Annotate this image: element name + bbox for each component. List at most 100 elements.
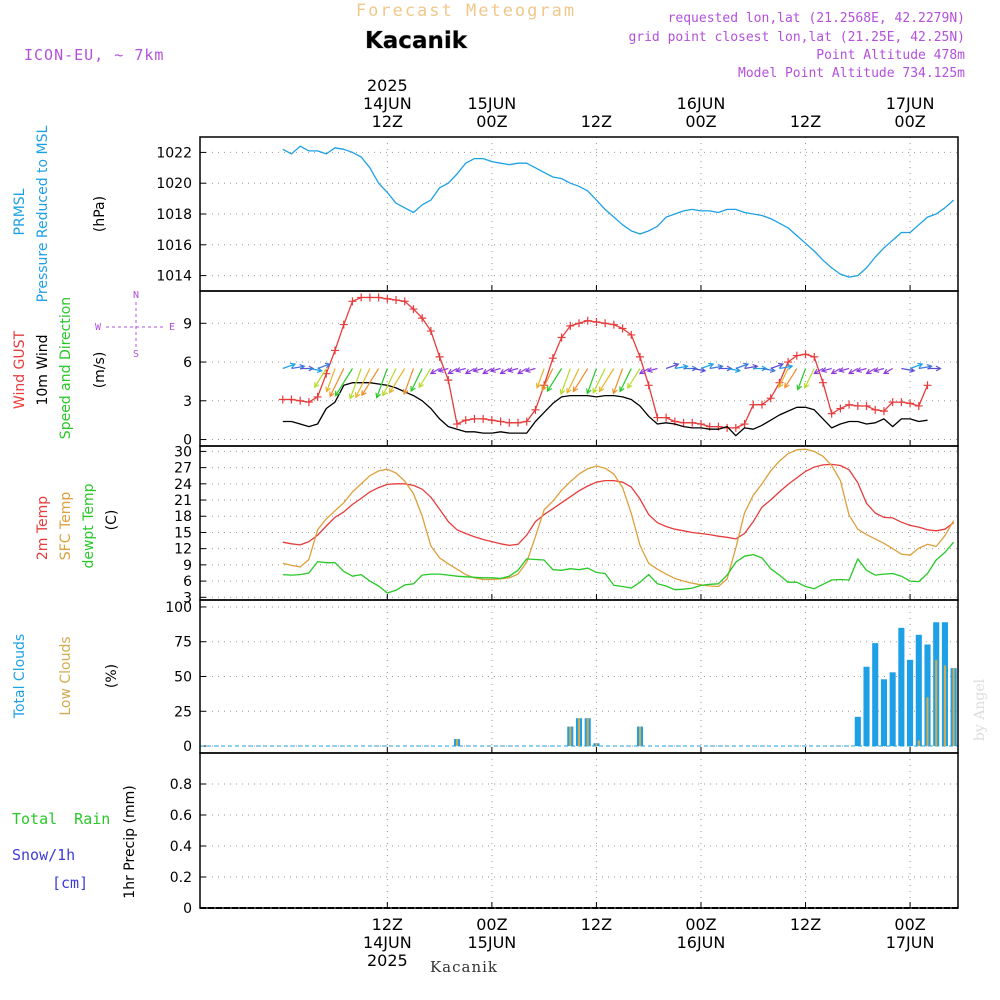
- wind-arrow-head: [388, 387, 395, 394]
- wind-arrow-head: [546, 385, 553, 393]
- bottom-axis-label: 12Z: [372, 915, 403, 934]
- top-axis-label: 14JUN: [363, 94, 412, 113]
- wind-direction-arrow: [784, 368, 798, 388]
- clouds-bar-total: [872, 643, 879, 747]
- wind-arrow-head: [865, 368, 872, 375]
- wind-direction-arrow: [418, 368, 432, 388]
- compass-rose: N S W E: [95, 290, 175, 360]
- wind-arrow-head: [778, 382, 784, 389]
- wind-direction-arrow: [874, 367, 885, 372]
- wind-direction-arrow: [883, 367, 893, 375]
- wind-direction-arrow: [779, 365, 793, 370]
- wind-arrow-head: [410, 385, 416, 393]
- wind-arrow-head: [375, 392, 381, 399]
- wind-direction-arrow: [355, 368, 371, 398]
- wind-arrow-head: [873, 367, 880, 373]
- wind-arrow-head: [402, 388, 409, 396]
- wind-direction-arrow: [329, 368, 345, 397]
- wind-direction-arrow: [349, 368, 362, 399]
- wind-direction-arrow: [627, 368, 641, 389]
- wind-arrow-head: [592, 387, 598, 394]
- wind-series-10m-wind: [282, 382, 928, 437]
- wind-direction-arrow: [508, 367, 519, 372]
- wind-arrow-head: [535, 382, 542, 389]
- gust-marker: [914, 401, 923, 410]
- wind-arrow-head: [314, 382, 320, 389]
- wind-direction-arrow: [735, 363, 749, 370]
- temperature-ytick-label: 24: [174, 477, 192, 493]
- wind-direction-arrow: [839, 367, 850, 372]
- wind-arrow-head: [329, 391, 335, 398]
- temperature-ytick-label: 3: [183, 590, 192, 606]
- wind-direction-arrow: [382, 368, 397, 396]
- wind-arrow-head: [418, 382, 424, 389]
- wind-arrow-head: [429, 368, 436, 375]
- wind-arrow-head: [572, 386, 579, 393]
- pressure-ytick-label: 1022: [156, 145, 192, 161]
- wind-direction-arrow: [410, 368, 423, 392]
- gust-marker: [801, 350, 810, 359]
- clouds-ytick-label: 0: [183, 739, 192, 755]
- precip-label-cm: [cm]: [52, 874, 88, 892]
- wind-arrow-head: [447, 368, 454, 375]
- wind-direction-arrow: [813, 367, 824, 375]
- gust-marker: [392, 296, 401, 305]
- clouds-label-low: Low Clouds: [58, 636, 74, 715]
- gust-marker: [418, 314, 427, 323]
- wind-arrow-head: [598, 386, 605, 393]
- wind-direction-arrow: [403, 368, 415, 395]
- gust-marker: [487, 416, 496, 425]
- clouds-bar-low: [595, 743, 598, 747]
- wind-arrow-head: [804, 382, 810, 389]
- wind-arrow-head: [830, 368, 837, 375]
- wind-arrow-head: [289, 362, 297, 369]
- wind-direction-arrow: [619, 368, 632, 392]
- bottom-axis-label: 16JUN: [677, 933, 726, 952]
- wind-direction-arrow: [282, 363, 296, 370]
- wind-arrow-head: [559, 388, 566, 396]
- temp-label-dewpt: dewpt Temp: [81, 483, 97, 568]
- gust-marker: [679, 418, 688, 427]
- gust-marker: [409, 305, 418, 314]
- bottom-axis-label: 14JUN: [363, 933, 412, 952]
- gust-marker: [827, 409, 836, 418]
- wind-arrow-head: [935, 365, 942, 372]
- top-axis-label: 12Z: [581, 112, 612, 131]
- wind-arrow-head: [787, 364, 794, 370]
- gust-marker: [906, 399, 915, 408]
- wind-direction-arrow: [314, 368, 327, 388]
- gust-marker: [644, 381, 653, 390]
- wind-arrow-head: [627, 382, 633, 390]
- wind-arrow-head: [612, 388, 618, 395]
- gust-marker: [444, 376, 453, 385]
- wind-arrow-head: [464, 368, 471, 375]
- top-axis-label: 2025: [367, 76, 408, 95]
- wind-direction-arrow: [586, 368, 597, 394]
- info-line-grid-point: grid point closest lon,lat (21.25E, 42.2…: [628, 30, 965, 45]
- gust-marker: [662, 413, 671, 422]
- wind-arrow-head: [726, 365, 733, 372]
- gust-marker: [383, 294, 392, 303]
- header-location: Kacanik: [365, 28, 468, 54]
- gust-marker: [810, 352, 819, 361]
- precip-panel-labels: Total Rain Snow/1h [cm] 1hr Precip (mm): [12, 785, 138, 898]
- temp-label-sfc: SFC Temp: [58, 492, 74, 561]
- wind-direction-arrow: [727, 367, 741, 372]
- wind-arrow-head: [316, 367, 323, 373]
- compass-east: E: [169, 322, 175, 333]
- wind-direction-arrow: [592, 368, 606, 394]
- gust-marker: [479, 414, 488, 423]
- wind-ytick-label: 9: [183, 316, 192, 332]
- wind-arrow-head: [499, 368, 506, 375]
- wind-direction-arrow: [572, 368, 589, 392]
- top-axis-label: 15JUN: [467, 94, 516, 113]
- clouds-ytick-label: 25: [174, 704, 192, 720]
- temperature-panel-labels: 2m Temp SFC Temp dewpt Temp (C): [35, 483, 120, 568]
- clouds-ytick-label: 100: [165, 600, 192, 616]
- compass-north: N: [133, 290, 139, 301]
- wind-direction-arrow: [291, 365, 305, 370]
- gust-marker: [923, 381, 932, 390]
- gust-marker: [688, 418, 697, 427]
